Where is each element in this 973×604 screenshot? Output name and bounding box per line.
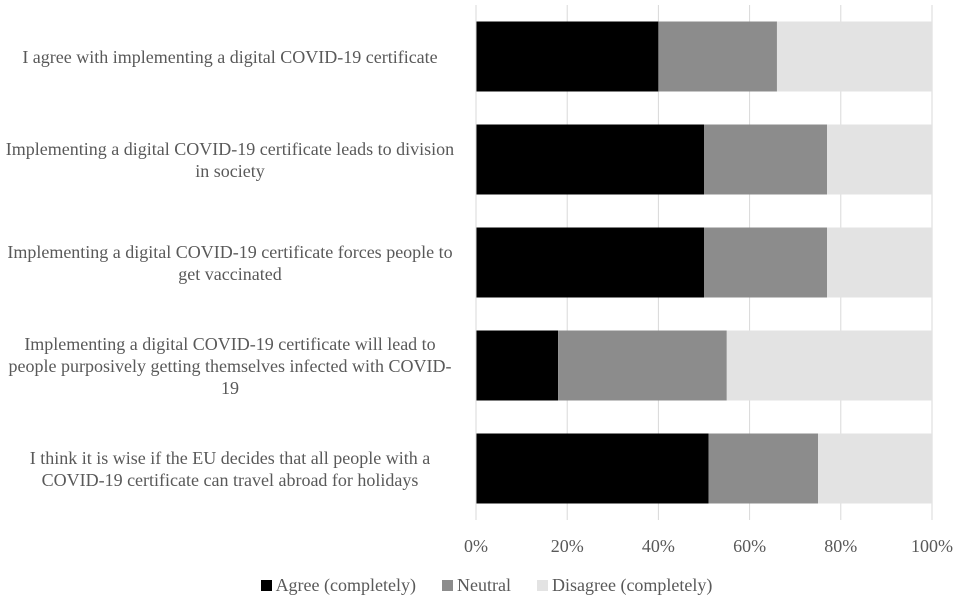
y-tick-label: Implementing a digital COVID-19 certific… bbox=[8, 333, 452, 398]
bar-segment bbox=[726, 330, 932, 401]
x-tick-label: 0% bbox=[464, 536, 488, 556]
bar-segment bbox=[476, 227, 704, 298]
bar-segment bbox=[708, 433, 818, 504]
legend: Agree (completely) Neutral Disagree (compl… bbox=[0, 575, 973, 596]
bar-segment bbox=[476, 330, 559, 401]
legend-swatch bbox=[536, 580, 548, 591]
y-tick-label: Implementing a digital COVID-19 certific… bbox=[7, 241, 453, 284]
bar-segment bbox=[704, 227, 828, 298]
legend-swatch bbox=[442, 580, 453, 591]
bar-segment bbox=[476, 21, 659, 92]
legend-swatch bbox=[260, 580, 272, 591]
bar-segment bbox=[776, 21, 932, 92]
bar-segment bbox=[558, 330, 727, 401]
legend-label: Agree (completely) bbox=[275, 575, 416, 595]
bar-segment bbox=[827, 124, 932, 195]
x-tick-label: 40% bbox=[642, 536, 675, 556]
bar-segment bbox=[827, 227, 932, 298]
bar-segment bbox=[704, 124, 828, 195]
bar-segment bbox=[818, 433, 932, 504]
x-tick-label: 100% bbox=[911, 536, 953, 556]
bar-segment bbox=[658, 21, 777, 92]
legend-label: Neutral bbox=[457, 575, 511, 595]
bar-segment bbox=[476, 433, 709, 504]
legend-label: Disagree (completely) bbox=[551, 575, 713, 595]
y-tick-label: I think it is wise if the EU decides tha… bbox=[29, 447, 431, 490]
legend-item: Neutral bbox=[442, 575, 511, 596]
legend-item: Disagree (completely) bbox=[536, 575, 713, 596]
x-tick-label: 60% bbox=[733, 536, 766, 556]
x-tick-label: 80% bbox=[824, 536, 857, 556]
bar-segment bbox=[476, 124, 704, 195]
x-tick-label: 20% bbox=[551, 536, 584, 556]
y-tick-label: Implementing a digital COVID-19 certific… bbox=[5, 138, 455, 181]
legend-item: Agree (completely) bbox=[260, 575, 416, 596]
y-tick-label: I agree with implementing a digital COVI… bbox=[22, 46, 438, 67]
